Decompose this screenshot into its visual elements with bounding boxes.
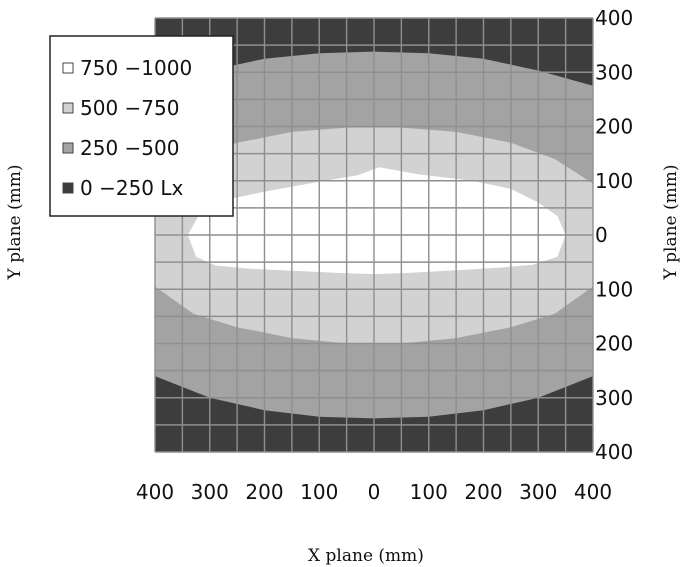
y-tick-label: 300 xyxy=(595,60,633,84)
y-tick-label: 400 xyxy=(595,440,633,464)
x-tick-label: 0 xyxy=(368,480,381,504)
y-tick-label: 100 xyxy=(595,169,633,193)
legend-swatch xyxy=(62,102,74,114)
legend-label: 750 −1000 xyxy=(80,56,192,80)
y-tick-label: 300 xyxy=(595,386,633,410)
legend-label: 0 −250 Lx xyxy=(80,176,184,200)
y-tick-label: 200 xyxy=(595,332,633,356)
x-tick-labels: 400 300 200 100 0 100 200 300 400 xyxy=(136,480,612,504)
y-tick-label: 0 xyxy=(595,223,608,247)
y-axis-title-left: Y plane (mm) xyxy=(5,165,25,281)
legend-swatch xyxy=(62,142,74,154)
legend-box xyxy=(49,35,234,217)
legend: 750 −1000 500 −750 250 −500 0 −250 Lx xyxy=(49,35,234,217)
x-tick-label: 300 xyxy=(519,480,557,504)
legend-swatch xyxy=(62,182,74,194)
contour-band-3 xyxy=(187,167,566,275)
x-tick-label: 400 xyxy=(136,480,174,504)
y-tick-label: 400 xyxy=(595,6,633,30)
x-tick-label: 200 xyxy=(245,480,283,504)
x-tick-label: 200 xyxy=(464,480,502,504)
y-axis-title-right: Y plane (mm) xyxy=(661,165,681,281)
x-axis-title: X plane (mm) xyxy=(308,546,424,566)
legend-label: 500 −750 xyxy=(80,96,179,120)
legend-label: 250 −500 xyxy=(80,136,179,160)
grid-layer xyxy=(154,17,594,453)
x-tick-label: 400 xyxy=(574,480,612,504)
y-tick-labels: 400 300 200 100 0 100 200 300 400 xyxy=(595,6,633,464)
legend-swatch xyxy=(62,62,74,74)
legend-items: 750 −1000 500 −750 250 −500 0 −250 Lx xyxy=(62,56,192,200)
x-tick-label: 300 xyxy=(191,480,229,504)
x-tick-label: 100 xyxy=(300,480,338,504)
y-tick-label: 100 xyxy=(595,277,633,301)
y-tick-label: 200 xyxy=(595,115,633,139)
x-tick-label: 100 xyxy=(410,480,448,504)
